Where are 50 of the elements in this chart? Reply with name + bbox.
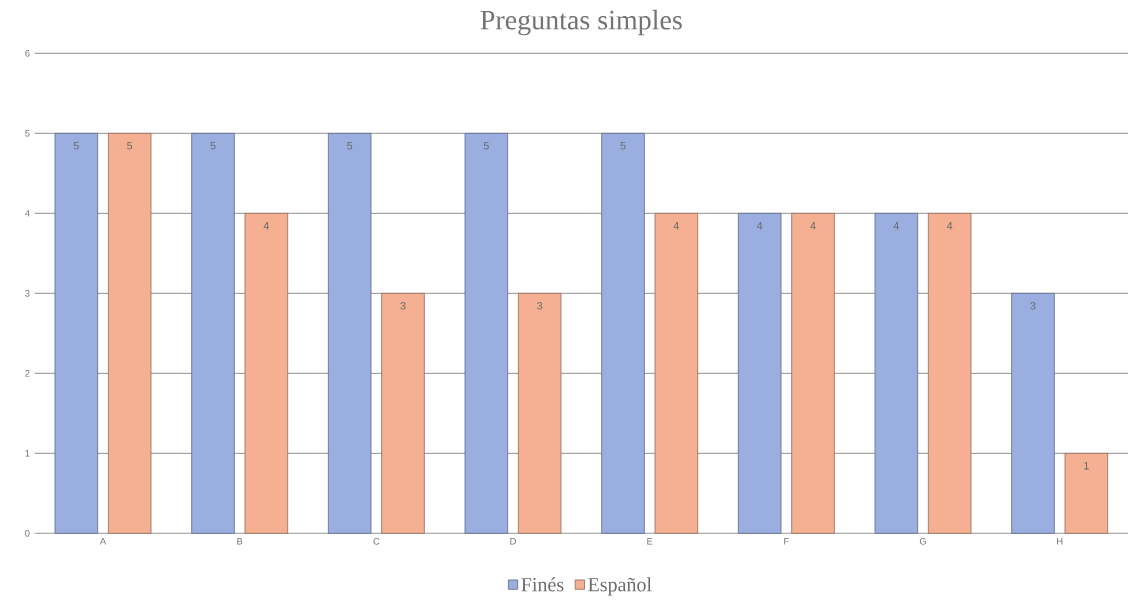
bar — [1064, 452, 1109, 534]
data-label: 4 — [756, 222, 763, 230]
x-tick-label: G — [919, 538, 926, 545]
bar — [191, 132, 235, 534]
y-tick-label: 3 — [25, 290, 30, 297]
bar — [107, 132, 152, 534]
bar — [874, 212, 919, 534]
bar — [464, 132, 509, 534]
y-tick-label: 2 — [25, 370, 30, 377]
bar — [927, 212, 972, 534]
bar — [791, 212, 835, 534]
data-label: 3 — [400, 302, 406, 310]
bar — [327, 132, 372, 534]
data-label: 5 — [73, 142, 79, 150]
data-label: 3 — [1030, 302, 1036, 310]
data-label: 5 — [483, 142, 489, 150]
y-tick-label: 5 — [25, 130, 30, 137]
bar — [654, 212, 699, 534]
bar — [737, 212, 782, 534]
data-label: 5 — [620, 142, 626, 150]
data-label: 5 — [127, 142, 133, 150]
bar — [54, 132, 99, 534]
data-label: 1 — [1084, 462, 1089, 470]
legend-label: Finés — [521, 577, 564, 592]
data-label: 4 — [946, 222, 953, 230]
data-label: 5 — [347, 142, 353, 150]
x-tick-label: B — [237, 538, 243, 545]
chart-title: Preguntas simples — [480, 9, 682, 36]
bar — [601, 132, 645, 534]
x-tick-label: C — [373, 538, 380, 545]
data-label: 3 — [537, 302, 543, 310]
x-tick-label: E — [647, 538, 653, 545]
y-tick-label: 6 — [25, 50, 30, 57]
bar — [381, 292, 425, 534]
y-tick-label: 0 — [25, 530, 30, 537]
y-tick-label: 4 — [24, 210, 30, 217]
bar — [1011, 292, 1055, 534]
x-tick-label: A — [99, 538, 107, 545]
data-label: 5 — [210, 142, 216, 150]
bar — [517, 292, 562, 534]
x-tick-label: H — [1057, 538, 1063, 545]
data-label: 4 — [893, 222, 899, 230]
x-tick-label: F — [784, 538, 789, 545]
bar — [244, 212, 289, 534]
data-label: 4 — [263, 222, 269, 230]
y-tick-label: 1 — [25, 450, 30, 457]
x-tick-label: D — [510, 538, 516, 545]
data-label: 4 — [673, 222, 679, 230]
legend-label: Español — [588, 577, 652, 596]
data-label: 4 — [810, 222, 816, 230]
